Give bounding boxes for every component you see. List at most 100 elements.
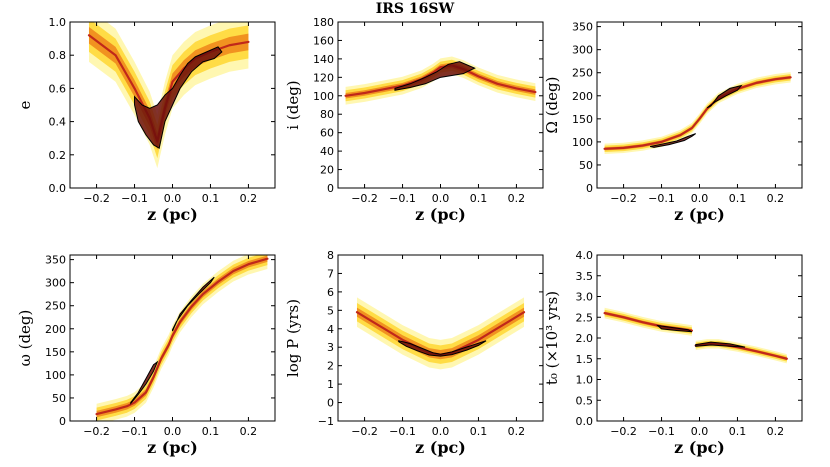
xtick-label: −0.1 (389, 192, 416, 205)
ytick-label: 100 (45, 369, 66, 382)
contour-Omega-2 (706, 84, 743, 109)
xtick-label: 0.0 (691, 192, 709, 205)
ytick-label: 2 (327, 360, 334, 373)
density-band-t0-1 (695, 340, 787, 362)
contour-omega-1 (130, 360, 159, 405)
xtick-label: 0.0 (164, 425, 182, 438)
y-axis-label: i (deg) (284, 80, 302, 129)
x-axis-label: z (pc) (674, 205, 725, 224)
xtick-label: 0.1 (729, 192, 747, 205)
panel-omega: −0.2 −0.1 0.0 0.1 0.2 0 50 100 150 200 250 300 350 z … (16, 254, 276, 457)
density-band-Omega-0 (604, 74, 791, 153)
density-core-omega-0 (96, 255, 268, 418)
y-axis-label: Ω (deg) (543, 77, 561, 134)
contour-Omega-1 (650, 133, 696, 148)
axes-frame-t0 (596, 254, 803, 422)
ytick-label: 40 (320, 145, 334, 158)
contour-t0-2 (695, 341, 746, 348)
panel-t0: −0.2 −0.1 0.0 0.1 0.2 0.0 0.5 1.0 1.5 2.0 2.5 3.0 3.… (543, 249, 803, 457)
xtick-label: 0.2 (240, 425, 258, 438)
ytick-label: 0.6 (49, 82, 67, 95)
ytick-label: 0 (586, 182, 593, 195)
xtick-label: 0.2 (767, 425, 785, 438)
xtick-label: 0.0 (164, 192, 182, 205)
density-ridge-omega-0 (95, 257, 269, 416)
density-Omega (603, 72, 792, 154)
ytick-label: 0.0 (576, 415, 594, 428)
y-axis-label: t₀ (×10³ yrs) (543, 291, 561, 385)
density-band-omega-0 (96, 255, 268, 421)
x-axis-label: z (pc) (147, 205, 198, 224)
density-i (344, 56, 537, 105)
xtick-label: 0.2 (767, 192, 785, 205)
xtick-label: 0.1 (470, 192, 488, 205)
ytick-label: 100 (313, 90, 334, 103)
xtick-label: −0.1 (648, 192, 675, 205)
density-t0 (603, 307, 788, 364)
contour-t0-1 (656, 324, 693, 333)
x-axis-label: z (pc) (415, 205, 466, 224)
ytick-label: 350 (45, 254, 66, 267)
xtick-label: 0.2 (240, 192, 258, 205)
ytick-label: 50 (52, 392, 66, 405)
ytick-label: 20 (320, 164, 334, 177)
axes-frame-Omega (596, 21, 803, 189)
y-axis-label: e (16, 100, 34, 109)
xtick-label: 0.0 (432, 192, 450, 205)
ytick-label: 0.8 (49, 49, 67, 62)
xtick-label: −0.2 (83, 192, 110, 205)
xtick-label: 0.2 (508, 192, 526, 205)
density-core-i-0 (345, 62, 536, 99)
ytick-label: 100 (572, 136, 593, 149)
ytick-label: 150 (572, 113, 593, 126)
y-axis-label: log P (yrs) (284, 299, 302, 377)
x-axis-label: z (pc) (674, 438, 725, 457)
panel-i: −0.2 −0.1 0.0 0.1 0.2 0 20 40 60 80 100 120 140 160 18… (284, 16, 544, 224)
ytick-label: 1.0 (49, 16, 67, 29)
ytick-label: 0 (59, 415, 66, 428)
xtick-label: −0.2 (351, 192, 378, 205)
xtick-label: 0.1 (470, 425, 488, 438)
contour-logP-1 (398, 340, 487, 357)
ytick-label: 3.5 (576, 270, 594, 283)
contour-omega-2 (172, 276, 215, 332)
density-halo-omega-0 (96, 255, 268, 421)
figure-title: IRS 16SW (376, 1, 455, 17)
density-omega (95, 255, 269, 421)
ytick-label: 250 (45, 300, 66, 313)
xtick-label: −0.1 (121, 192, 148, 205)
xtick-label: −0.2 (610, 425, 637, 438)
ytick-label: 6 (327, 286, 334, 299)
density-band-i-0 (345, 59, 536, 102)
density-logP (355, 297, 526, 370)
ytick-label: 300 (45, 277, 66, 290)
xtick-label: 0.1 (729, 425, 747, 438)
ytick-label: 50 (579, 159, 593, 172)
density-ridge-i-0 (344, 64, 537, 97)
panel-logP: −0.2 −0.1 0.0 0.1 0.2 −1 0 1 2 3 4 5 6 7 8 z (pc) log P … (284, 249, 544, 457)
ytick-label: 2.5 (576, 311, 594, 324)
ytick-label: 200 (572, 90, 593, 103)
ytick-label: 2.0 (576, 332, 594, 345)
xtick-label: −0.2 (351, 425, 378, 438)
contour-i-1 (394, 61, 476, 91)
xtick-label: 0.0 (691, 425, 709, 438)
ytick-label: −1 (318, 415, 334, 428)
ytick-label: 7 (327, 267, 334, 280)
ytick-label: 120 (313, 71, 334, 84)
ytick-label: 80 (320, 108, 334, 121)
contour-e-1 (134, 46, 223, 149)
ytick-label: 3 (327, 341, 334, 354)
ytick-label: 0.4 (49, 116, 67, 129)
ytick-label: 350 (572, 21, 593, 34)
xtick-label: 0.1 (202, 425, 220, 438)
ytick-label: 4 (327, 323, 334, 336)
density-ridge-Omega-0 (603, 76, 792, 150)
ytick-label: 300 (572, 44, 593, 57)
ytick-label: 140 (313, 53, 334, 66)
xtick-label: 0.2 (508, 425, 526, 438)
ytick-label: 0.0 (49, 182, 67, 195)
ytick-label: 0 (327, 397, 334, 410)
ytick-label: 250 (572, 67, 593, 80)
